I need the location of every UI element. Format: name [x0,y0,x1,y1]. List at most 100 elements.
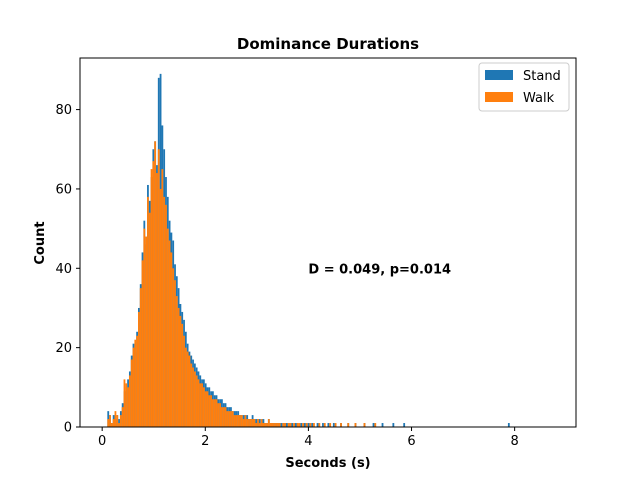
bar-stand [392,423,395,427]
legend-swatch-stand [485,70,513,80]
bar-walk [199,383,202,427]
bar-walk [318,423,321,427]
bar-walk [114,411,117,427]
bar-walk [147,196,149,427]
bar-walk [193,371,196,427]
bar-walk [109,415,111,427]
bar-walk [302,423,305,427]
bar-walk [134,339,137,427]
bar-stand [332,423,335,427]
bar-walk [127,387,129,427]
bar-walk [202,387,205,427]
legend-swatch-walk [485,92,513,102]
bar-walk [148,212,151,427]
bar-stand [291,423,294,427]
plot-frame [79,57,577,428]
x-tick-label: 2 [201,434,209,449]
legend: Stand Walk [478,62,570,112]
bar-walk [293,423,295,427]
bar-stand [304,423,306,427]
y-tick-label: 80 [55,103,72,118]
bar-walk [239,415,241,427]
bar-walk [166,228,169,427]
bar-walk [221,407,223,427]
bar-walk [298,423,301,427]
bar-walk [329,423,332,427]
bar-walk [217,403,220,427]
bar-stand [285,423,288,427]
bar-walk [130,359,133,427]
bar-walk [246,419,249,427]
bar-walk [121,407,124,427]
bar-stand [372,423,375,427]
bar-walk [141,260,144,427]
bar-walk [174,280,176,427]
bar-walk [309,423,312,427]
bar-walk [211,399,214,427]
bar-stand [300,423,303,427]
bar-walk [139,288,142,427]
bar-walk [219,403,222,427]
bar-walk [228,411,231,427]
bar-walk [136,335,138,427]
bar-walk [188,355,191,427]
bar-walk [112,419,115,427]
bar-walk [184,347,187,427]
bar-walk [323,423,326,427]
bar-stand [311,423,314,427]
bar-stand [327,423,330,427]
bar-stand [307,423,310,427]
bar-walk [237,415,240,427]
bar-walk [190,363,193,427]
bar-walk [210,395,212,427]
bar-walk [296,423,299,427]
bar-walk [305,423,308,427]
bar-walk [201,383,203,427]
bar-walk [287,423,290,427]
bar-walk [150,169,153,427]
bar-walk [258,423,261,427]
y-axis-ticks: 0 20 40 60 80 [55,103,80,436]
bar-walk [118,423,120,427]
bar-walk [172,268,175,427]
bar-walk [273,423,276,427]
bar-walk [195,375,198,427]
bar-stand [403,423,406,427]
bar-walk [116,415,119,427]
bar-stand [295,423,297,427]
bar-walk [255,423,258,427]
bar-walk [145,236,148,427]
chart-title: Dominance Durations [237,35,419,53]
bar-walk [271,423,274,427]
bar-walk [251,419,254,427]
bar-walk [204,391,207,427]
bar-walk [240,415,243,427]
bar-walk [260,419,263,427]
bar-walk [177,307,180,427]
bar-walk [132,347,135,427]
bar-walk [123,379,126,427]
legend-label-stand: Stand [523,69,561,84]
bar-walk [244,415,247,427]
bar-walk [197,379,200,427]
bar-walk [231,411,234,427]
bar-stand [316,423,319,427]
y-axis-label: Count [33,221,48,264]
y-tick-label: 60 [55,182,72,197]
bar-walk [163,196,166,427]
bar-walk [257,419,259,427]
bar-walk [278,423,281,427]
bar-walk [175,296,178,427]
bar-walk [253,419,256,427]
bar-walk [334,423,337,427]
bar-walk [233,415,236,427]
x-tick-label: 8 [511,434,519,449]
bar-walk [110,423,113,427]
bar-walk [186,351,189,427]
bar-walk [215,399,218,427]
bar-walk [107,419,110,427]
bar-walk [266,423,268,427]
legend-label-walk: Walk [523,91,555,106]
bar-walk [165,204,167,427]
